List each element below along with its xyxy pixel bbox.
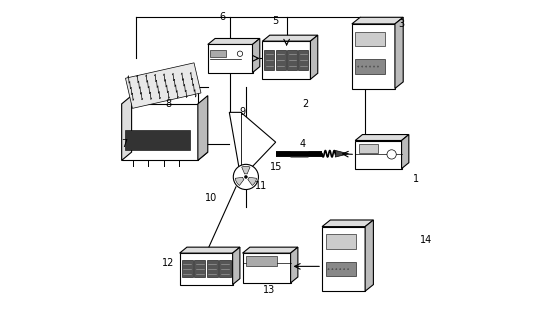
Text: 3: 3: [398, 19, 405, 29]
Circle shape: [348, 269, 349, 270]
Polygon shape: [248, 177, 257, 185]
Circle shape: [344, 269, 345, 270]
Polygon shape: [126, 63, 201, 108]
Polygon shape: [359, 145, 378, 153]
Polygon shape: [243, 253, 291, 283]
Text: 9: 9: [239, 107, 246, 117]
Polygon shape: [180, 247, 240, 253]
Polygon shape: [352, 24, 395, 89]
Polygon shape: [355, 141, 402, 169]
Polygon shape: [310, 35, 318, 79]
Polygon shape: [210, 50, 225, 57]
Polygon shape: [229, 112, 276, 179]
Polygon shape: [122, 104, 198, 160]
Polygon shape: [122, 152, 208, 160]
Polygon shape: [262, 41, 310, 79]
Circle shape: [358, 66, 359, 67]
Polygon shape: [355, 59, 386, 73]
Polygon shape: [264, 49, 275, 70]
Text: 14: 14: [420, 235, 432, 245]
Polygon shape: [287, 49, 297, 70]
Polygon shape: [325, 234, 355, 248]
Polygon shape: [355, 135, 409, 141]
Polygon shape: [335, 150, 349, 157]
Circle shape: [244, 175, 247, 178]
Text: 1: 1: [413, 174, 420, 184]
Circle shape: [365, 66, 367, 67]
Circle shape: [362, 66, 363, 67]
Circle shape: [387, 150, 396, 159]
Polygon shape: [242, 166, 250, 174]
Polygon shape: [352, 17, 403, 24]
Polygon shape: [194, 260, 205, 277]
Circle shape: [332, 269, 333, 270]
Polygon shape: [246, 257, 277, 267]
Circle shape: [377, 66, 378, 67]
Polygon shape: [322, 220, 373, 227]
Circle shape: [233, 164, 258, 189]
Polygon shape: [126, 130, 190, 150]
Polygon shape: [276, 49, 286, 70]
Polygon shape: [235, 177, 244, 185]
Text: 7: 7: [121, 139, 127, 149]
Polygon shape: [208, 44, 253, 72]
Polygon shape: [299, 49, 309, 70]
Polygon shape: [181, 260, 193, 277]
Text: 10: 10: [205, 193, 217, 203]
Text: 8: 8: [165, 99, 171, 109]
Text: 12: 12: [162, 258, 174, 268]
Text: 5: 5: [272, 16, 279, 26]
Circle shape: [373, 66, 374, 67]
Polygon shape: [291, 247, 298, 283]
Text: 6: 6: [220, 12, 226, 22]
Polygon shape: [395, 17, 403, 89]
Polygon shape: [402, 135, 409, 169]
Polygon shape: [355, 32, 386, 46]
Polygon shape: [262, 35, 318, 41]
Text: 13: 13: [263, 285, 275, 295]
Polygon shape: [325, 262, 355, 276]
Polygon shape: [322, 227, 365, 291]
Polygon shape: [207, 260, 218, 277]
Circle shape: [328, 269, 329, 270]
Polygon shape: [198, 96, 208, 160]
Polygon shape: [219, 260, 230, 277]
Circle shape: [369, 66, 371, 67]
Polygon shape: [122, 96, 132, 160]
Polygon shape: [243, 247, 298, 253]
Text: 4: 4: [299, 139, 305, 149]
Circle shape: [340, 269, 341, 270]
Text: 15: 15: [270, 162, 282, 172]
Text: 2: 2: [302, 99, 309, 109]
Polygon shape: [180, 253, 233, 285]
Circle shape: [237, 51, 243, 56]
Circle shape: [336, 269, 337, 270]
Polygon shape: [253, 38, 260, 72]
Text: 11: 11: [254, 181, 267, 191]
Polygon shape: [233, 247, 240, 285]
Polygon shape: [208, 38, 260, 44]
Polygon shape: [365, 220, 373, 291]
